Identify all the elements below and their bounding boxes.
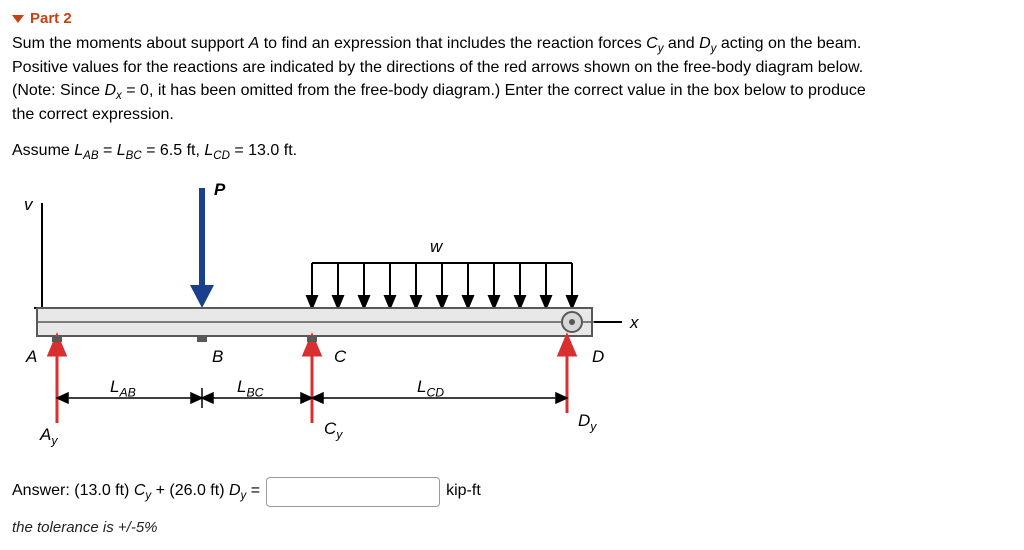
label-D: D	[592, 345, 604, 369]
part-header[interactable]: Part 2	[12, 8, 1012, 29]
label-B: B	[212, 345, 223, 369]
tolerance-note: the tolerance is +/-5%	[12, 517, 1012, 538]
label-C: C	[334, 345, 346, 369]
label-x: x	[630, 311, 639, 335]
label-v: v	[24, 193, 33, 217]
answer-unit: kip-ft	[446, 480, 481, 502]
label-LAB: LAB	[110, 375, 136, 402]
problem-text: Sum the moments about support A to find …	[12, 33, 1012, 126]
free-body-diagram: v P w x A B C D LAB LBC LCD Ay Cy Dy	[12, 173, 652, 463]
label-LCD: LCD	[417, 375, 444, 402]
label-w: w	[430, 235, 442, 259]
answer-input[interactable]	[266, 477, 440, 507]
label-Ay: Ay	[40, 423, 57, 450]
label-LBC: LBC	[237, 375, 263, 402]
collapse-triangle-icon	[12, 15, 24, 23]
assume-line: Assume LAB = LBC = 6.5 ft, LCD = 13.0 ft…	[12, 140, 1012, 164]
part-label: Part 2	[30, 8, 72, 29]
label-A: A	[26, 345, 37, 369]
label-P: P	[214, 178, 225, 202]
label-Dy: Dy	[578, 409, 596, 436]
label-Cy: Cy	[324, 417, 342, 444]
answer-row: Answer: (13.0 ft) Cy + (26.0 ft) Dy = ki…	[12, 477, 1012, 507]
answer-prefix: Answer: (13.0 ft) Cy + (26.0 ft) Dy =	[12, 480, 260, 504]
